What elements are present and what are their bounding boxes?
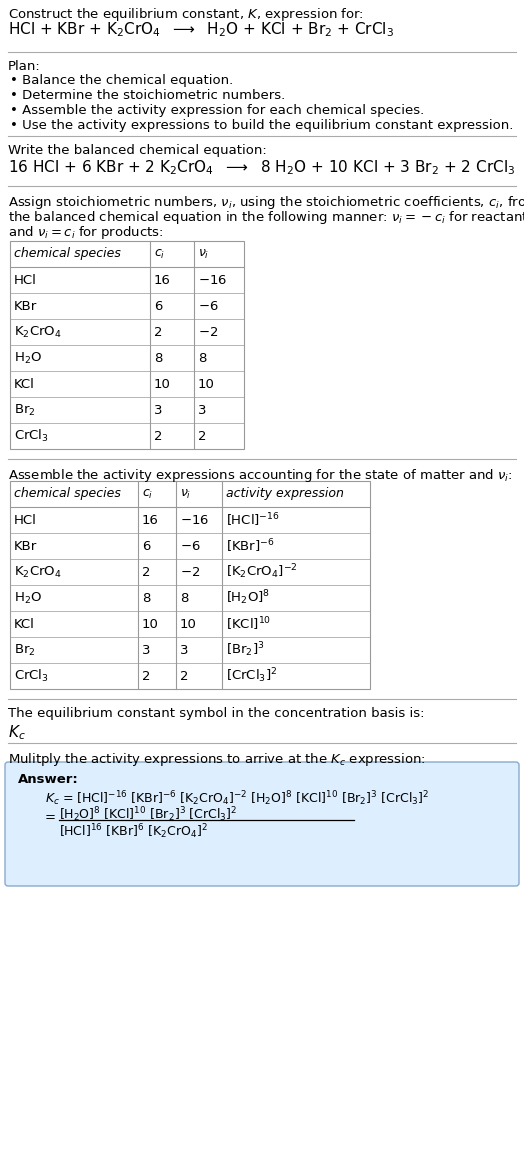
Text: K$_2$CrO$_4$: K$_2$CrO$_4$ <box>14 324 62 340</box>
Text: 6: 6 <box>142 540 150 552</box>
FancyBboxPatch shape <box>5 762 519 886</box>
Text: $-2$: $-2$ <box>180 565 200 578</box>
Text: 3: 3 <box>198 404 206 416</box>
Text: 10: 10 <box>142 618 159 630</box>
Text: $-2$: $-2$ <box>198 326 218 338</box>
Text: • Balance the chemical equation.: • Balance the chemical equation. <box>10 74 233 87</box>
Text: 16 HCl + 6 KBr + 2 K$_2$CrO$_4$  $\longrightarrow$  8 H$_2$O + 10 KCl + 3 Br$_2$: 16 HCl + 6 KBr + 2 K$_2$CrO$_4$ $\longri… <box>8 158 515 177</box>
Text: KBr: KBr <box>14 300 37 313</box>
Text: [KCl]$^{10}$: [KCl]$^{10}$ <box>226 615 271 633</box>
Text: Assemble the activity expressions accounting for the state of matter and $\nu_i$: Assemble the activity expressions accoun… <box>8 468 512 484</box>
Text: KCl: KCl <box>14 378 35 391</box>
Text: Br$_2$: Br$_2$ <box>14 642 36 657</box>
Text: 2: 2 <box>154 326 162 338</box>
Text: K$_2$CrO$_4$: K$_2$CrO$_4$ <box>14 564 62 579</box>
Text: Br$_2$: Br$_2$ <box>14 402 36 418</box>
Text: CrCl$_3$: CrCl$_3$ <box>14 428 49 444</box>
Text: 2: 2 <box>198 429 206 442</box>
Text: H$_2$O: H$_2$O <box>14 350 42 365</box>
Text: =: = <box>45 811 56 825</box>
Text: HCl + KBr + K$_2$CrO$_4$  $\longrightarrow$  H$_2$O + KCl + Br$_2$ + CrCl$_3$: HCl + KBr + K$_2$CrO$_4$ $\longrightarro… <box>8 20 394 38</box>
Text: • Use the activity expressions to build the equilibrium constant expression.: • Use the activity expressions to build … <box>10 119 514 131</box>
Text: [HCl]$^{16}$ [KBr]$^6$ [K$_2$CrO$_4$]$^2$: [HCl]$^{16}$ [KBr]$^6$ [K$_2$CrO$_4$]$^2… <box>59 822 208 841</box>
Text: $-16$: $-16$ <box>198 273 227 286</box>
Text: and $\nu_i = c_i$ for products:: and $\nu_i = c_i$ for products: <box>8 224 163 241</box>
Text: activity expression: activity expression <box>226 487 344 500</box>
Text: chemical species: chemical species <box>14 248 121 261</box>
Text: $c_i$: $c_i$ <box>142 487 153 500</box>
Text: $-6$: $-6$ <box>180 540 201 552</box>
Text: 3: 3 <box>154 404 162 416</box>
Text: [H$_2$O]$^8$ [KCl]$^{10}$ [Br$_2$]$^3$ [CrCl$_3$]$^2$: [H$_2$O]$^8$ [KCl]$^{10}$ [Br$_2$]$^3$ [… <box>59 805 237 823</box>
Text: Mulitply the activity expressions to arrive at the $K_c$ expression:: Mulitply the activity expressions to arr… <box>8 751 426 768</box>
Text: [Br$_2$]$^3$: [Br$_2$]$^3$ <box>226 641 265 659</box>
Text: 16: 16 <box>142 514 159 527</box>
Text: 8: 8 <box>154 351 162 364</box>
Text: HCl: HCl <box>14 273 37 286</box>
Text: [KBr]$^{-6}$: [KBr]$^{-6}$ <box>226 537 275 555</box>
Text: Assign stoichiometric numbers, $\nu_i$, using the stoichiometric coefficients, $: Assign stoichiometric numbers, $\nu_i$, … <box>8 194 524 211</box>
Text: $K_c$ = [HCl]$^{-16}$ [KBr]$^{-6}$ [K$_2$CrO$_4$]$^{-2}$ [H$_2$O]$^8$ [KCl]$^{10: $K_c$ = [HCl]$^{-16}$ [KBr]$^{-6}$ [K$_2… <box>45 789 429 807</box>
Text: HCl: HCl <box>14 514 37 527</box>
Text: 3: 3 <box>142 643 150 656</box>
Text: $\nu_i$: $\nu_i$ <box>198 248 210 261</box>
Text: Write the balanced chemical equation:: Write the balanced chemical equation: <box>8 144 267 157</box>
Text: H$_2$O: H$_2$O <box>14 591 42 606</box>
Text: $-16$: $-16$ <box>180 514 209 527</box>
Text: 6: 6 <box>154 300 162 313</box>
Text: [CrCl$_3$]$^2$: [CrCl$_3$]$^2$ <box>226 666 277 685</box>
Text: 10: 10 <box>198 378 215 391</box>
Text: Construct the equilibrium constant, $K$, expression for:: Construct the equilibrium constant, $K$,… <box>8 6 364 23</box>
Text: 2: 2 <box>180 670 189 683</box>
Text: 16: 16 <box>154 273 171 286</box>
Text: 3: 3 <box>180 643 189 656</box>
Text: 10: 10 <box>180 618 197 630</box>
Text: 2: 2 <box>142 565 150 578</box>
Text: • Determine the stoichiometric numbers.: • Determine the stoichiometric numbers. <box>10 90 285 102</box>
Text: Answer:: Answer: <box>18 773 79 786</box>
Text: 8: 8 <box>180 592 188 605</box>
Text: 2: 2 <box>142 670 150 683</box>
Text: KBr: KBr <box>14 540 37 552</box>
Bar <box>10 481 370 688</box>
Text: $\nu_i$: $\nu_i$ <box>180 487 191 500</box>
Text: chemical species: chemical species <box>14 487 121 500</box>
Text: The equilibrium constant symbol in the concentration basis is:: The equilibrium constant symbol in the c… <box>8 707 424 720</box>
Text: $-6$: $-6$ <box>198 300 219 313</box>
Text: 8: 8 <box>142 592 150 605</box>
Text: [K$_2$CrO$_4$]$^{-2}$: [K$_2$CrO$_4$]$^{-2}$ <box>226 563 298 582</box>
Bar <box>10 241 244 449</box>
Text: 10: 10 <box>154 378 171 391</box>
Text: 2: 2 <box>154 429 162 442</box>
Text: [H$_2$O]$^8$: [H$_2$O]$^8$ <box>226 588 270 607</box>
Text: $K_c$: $K_c$ <box>8 723 26 742</box>
Text: $c_i$: $c_i$ <box>154 248 165 261</box>
Text: [HCl]$^{-16}$: [HCl]$^{-16}$ <box>226 512 280 529</box>
Text: CrCl$_3$: CrCl$_3$ <box>14 668 49 684</box>
Text: 8: 8 <box>198 351 206 364</box>
Text: KCl: KCl <box>14 618 35 630</box>
Text: • Assemble the activity expression for each chemical species.: • Assemble the activity expression for e… <box>10 104 424 117</box>
Text: the balanced chemical equation in the following manner: $\nu_i = -c_i$ for react: the balanced chemical equation in the fo… <box>8 209 524 226</box>
Text: Plan:: Plan: <box>8 60 41 73</box>
